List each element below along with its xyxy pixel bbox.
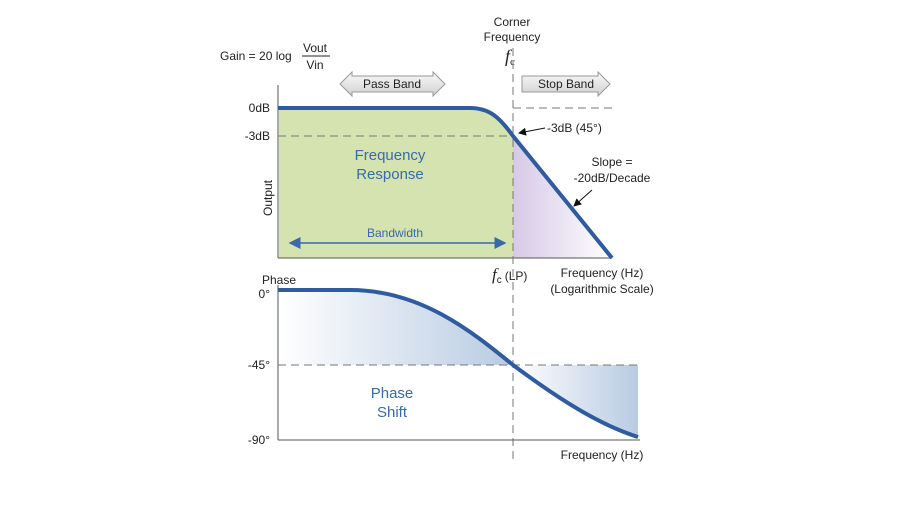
corner-label: Corner	[494, 15, 531, 29]
region-label: Shift	[377, 404, 408, 421]
stop-band-label: Stop Band	[538, 77, 594, 91]
tick-label: -3dB	[245, 129, 270, 143]
bandwidth-label: Bandwidth	[367, 226, 423, 240]
suffix: (LP)	[505, 269, 528, 283]
tick-label: 0dB	[249, 101, 270, 115]
symbol: f	[492, 265, 499, 284]
slope-label: Slope =	[591, 155, 632, 169]
region-label: Phase	[371, 385, 414, 402]
corner-symbol: fc	[505, 46, 515, 68]
x-axis-label: (Logarithmic Scale)	[550, 282, 653, 296]
pointer	[518, 127, 546, 136]
gain-denominator: Vin	[306, 58, 323, 72]
y-axis-label: Phase	[262, 273, 296, 287]
slope-label: -20dB/Decade	[574, 171, 651, 185]
symbol: f	[505, 46, 513, 66]
region-label: Response	[356, 166, 424, 183]
region-label: Frequency	[355, 147, 426, 164]
phase-fill	[279, 291, 513, 365]
magnitude-curve	[278, 106, 614, 260]
pass-band-label: Pass Band	[363, 77, 421, 91]
point-label: -3dB (45°)	[547, 121, 602, 135]
phase-curve	[278, 288, 639, 439]
y-axis-label: Output	[261, 179, 275, 216]
tick-label: -45°	[248, 358, 270, 372]
gain-numerator: Vout	[303, 41, 328, 55]
subscript: c	[497, 275, 502, 286]
phase-fill	[513, 365, 638, 437]
passband-fill	[279, 110, 513, 258]
x-axis-label: Frequency (Hz)	[561, 266, 644, 280]
tick-label: -90°	[248, 433, 270, 447]
corner-label: Frequency	[484, 30, 541, 44]
pointer	[573, 189, 593, 207]
stop-band-arrow	[521, 70, 611, 98]
x-axis-label: Frequency (Hz)	[561, 448, 644, 462]
gain-prefix: Gain = 20 log	[220, 49, 292, 63]
pass-band-arrow	[339, 70, 446, 98]
tick-label: 0°	[259, 287, 271, 301]
fc-label: fc (LP)	[492, 265, 527, 286]
